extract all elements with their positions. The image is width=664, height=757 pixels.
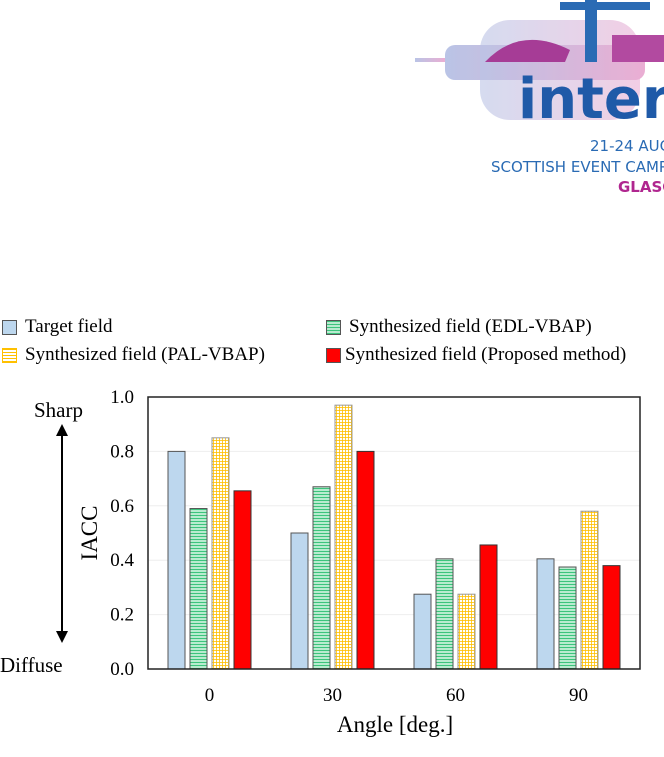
bar-chart: 0.0 0.2 0.4 0.6 0.8 1.0 0 30 60 90 Angle [deg.] I… (0, 387, 641, 737)
x-tick-label: 30 (323, 685, 342, 706)
bar-30-series-0 (290, 532, 309, 670)
y-tick-label: 0.2 (110, 605, 134, 626)
plot-frame (147, 396, 641, 670)
legend-swatch (326, 319, 341, 335)
legend-swatch (2, 319, 17, 335)
svg-text:GLASGOW: GLASGOW (618, 178, 664, 196)
x-tick-label: 90 (569, 685, 588, 706)
bar-0-series-3 (233, 490, 252, 670)
y-tick-label: 0.0 (110, 659, 134, 680)
legend-label: Synthesized field (EDL-VBAP) (349, 316, 592, 337)
x-tick-label: 60 (446, 685, 465, 706)
y-tick-label: 0.6 (110, 496, 134, 517)
conference-logo: inter. 21-24 AUG SCOTTISH EVENT CAMPUS G… (415, 0, 664, 196)
bar-60-series-1 (435, 558, 454, 670)
legend-label: Synthesized field (PAL-VBAP) (25, 344, 265, 365)
bar-0-series-2 (211, 437, 230, 670)
x-tick-label: 0 (205, 685, 215, 706)
bar-0-series-1 (189, 508, 208, 670)
x-axis-label: Angle [deg.] (337, 712, 453, 737)
bar-90-series-2 (580, 510, 599, 670)
svg-text:SCOTTISH EVENT CAMPUS: SCOTTISH EVENT CAMPUS (491, 158, 664, 176)
y-tick-label: 0.8 (110, 441, 134, 462)
legend-label: Synthesized field (Proposed method) (345, 344, 627, 365)
legend-item-proposed: Synthesized field (Proposed method) (326, 344, 626, 366)
y-axis-label: IACC (77, 506, 102, 561)
y-tick-label: 1.0 (110, 387, 134, 408)
bar-90-series-1 (558, 566, 577, 670)
bar-60-series-2 (457, 593, 476, 670)
bar-30-series-1 (312, 486, 331, 670)
svg-text:21-24 AUG: 21-24 AUG (590, 137, 664, 155)
bar-90-series-0 (536, 558, 555, 670)
bar-60-series-0 (413, 593, 432, 670)
y-tick-label: 0.4 (110, 550, 134, 571)
bar-30-series-2 (334, 404, 353, 670)
bar-60-series-3 (479, 544, 498, 670)
sharp-diffuse-arrow (56, 424, 68, 643)
legend-item-target: Target field (2, 316, 112, 338)
diffuse-label: Diffuse (0, 653, 63, 677)
legend-item-pal: Synthesized field (PAL-VBAP) (2, 344, 265, 366)
bar-0-series-0 (167, 450, 186, 670)
legend-item-edl: Synthesized field (EDL-VBAP) (326, 316, 592, 338)
svg-text:inter.: inter. (518, 67, 664, 132)
bar-30-series-3 (356, 450, 375, 670)
legend-swatch (326, 347, 341, 363)
legend-label: Target field (25, 316, 113, 337)
sharp-label: Sharp (34, 398, 83, 422)
bar-90-series-3 (602, 565, 621, 670)
legend-swatch (2, 347, 17, 363)
